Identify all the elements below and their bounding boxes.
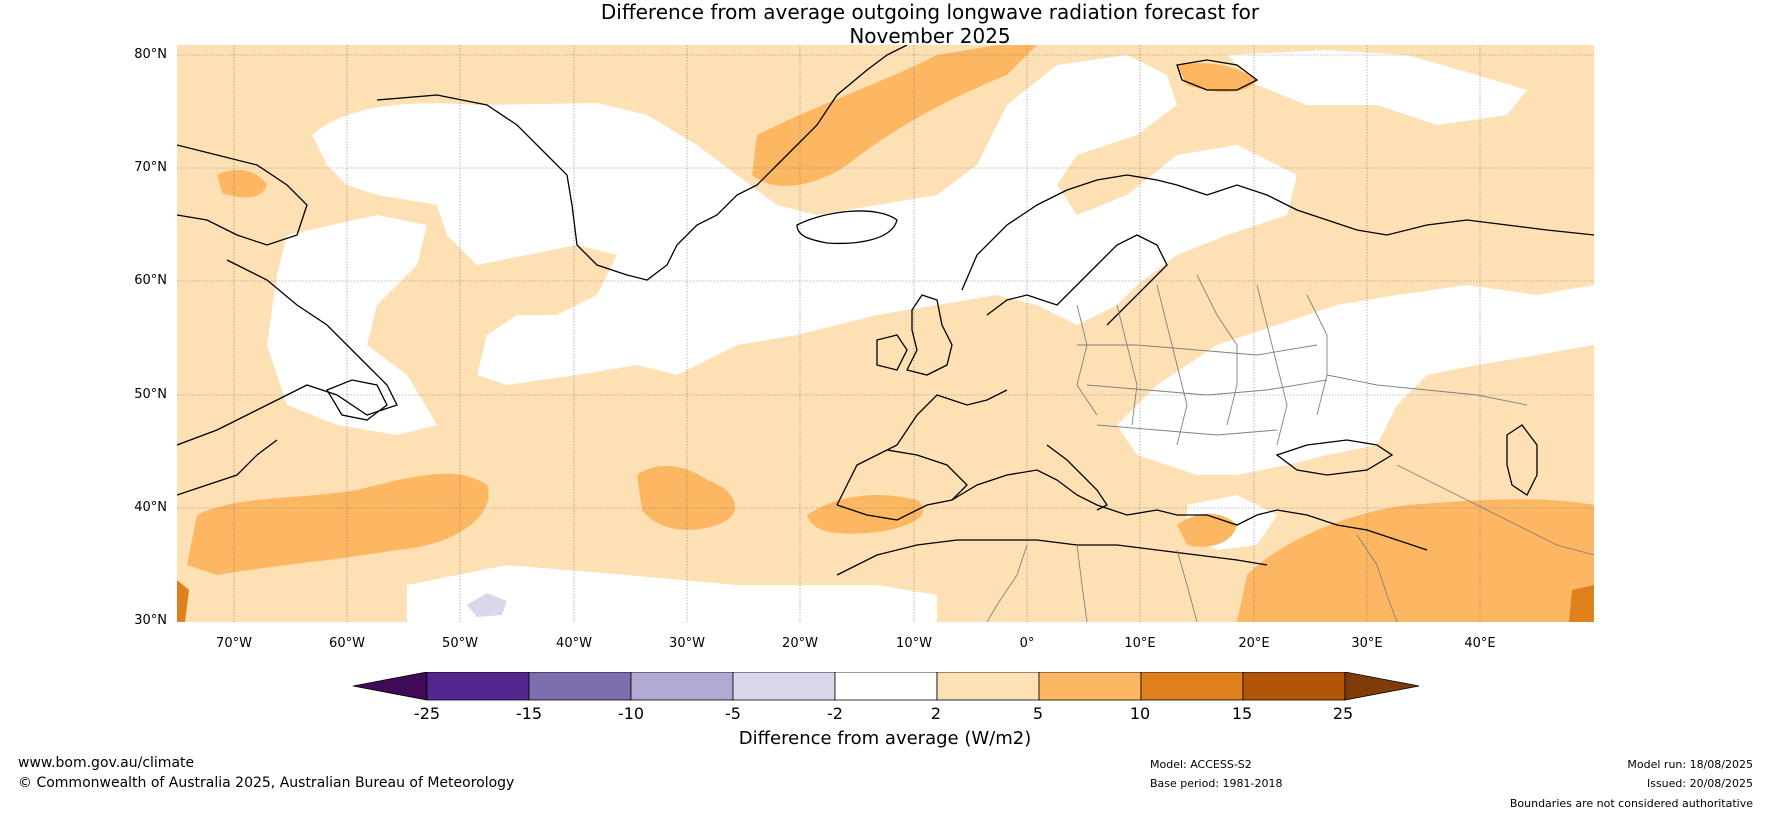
issued-text: Issued: 20/08/2025 — [1646, 777, 1753, 790]
coast-mediterranean — [951, 469, 1428, 551]
coast-europe-west — [836, 389, 1008, 506]
colorbar-segment — [1140, 672, 1244, 701]
website-link[interactable]: www.bom.gov.au/climate — [18, 755, 195, 771]
coastlines — [177, 45, 1594, 576]
lat-tick-70n: 70°N — [134, 160, 167, 175]
positive-anomaly-mid-atlantic — [637, 465, 736, 530]
coast-uk — [906, 294, 953, 376]
colorbar-tick-15: 15 — [1231, 704, 1253, 723]
lon-tick-30e: 30°E — [1351, 636, 1383, 651]
colorbar-extend-low — [352, 672, 428, 701]
lat-tick-80n: 80°N — [134, 47, 167, 62]
positive-anomaly-greece — [1177, 513, 1237, 547]
colorbar-tick-minus25: -25 — [413, 704, 441, 723]
colorbar — [352, 672, 1420, 701]
copyright-text: © Commonwealth of Australia 2025, Austra… — [18, 775, 515, 791]
coast-caspian — [1506, 424, 1538, 496]
graticule — [177, 45, 1594, 622]
coast-svalbard — [1176, 59, 1259, 91]
neutral-region-southwest — [407, 565, 937, 622]
coast-baffin — [177, 144, 308, 246]
neutral-region-arctic-east — [1227, 50, 1527, 125]
colorbar-tick-10: 10 — [1129, 704, 1151, 723]
coast-north-africa — [836, 539, 1268, 576]
lon-tick-10e: 10°E — [1124, 636, 1156, 651]
model-text: Model: ACCESS-S2 — [1150, 758, 1252, 771]
lon-tick-20w: 20°W — [782, 636, 818, 651]
colorbar-tick-minus10: -10 — [617, 704, 645, 723]
lon-tick-40w: 40°W — [556, 636, 592, 651]
positive-anomaly-svalbard — [1177, 63, 1257, 92]
lon-tick-40e: 40°E — [1464, 636, 1496, 651]
coast-iceland — [796, 210, 898, 245]
colorbar-segment — [528, 672, 632, 701]
coast-scandinavia-south — [986, 234, 1168, 326]
disclaimer-text: Boundaries are not considered authoritat… — [1509, 797, 1753, 810]
negative-anomaly-patch — [467, 593, 507, 617]
coast-newfoundland — [326, 379, 388, 421]
country-borders — [986, 274, 1594, 622]
lon-tick-30w: 30°W — [669, 636, 705, 651]
model-run-text: Model run: 18/08/2025 — [1627, 758, 1753, 771]
colorbar-tick-2: 2 — [930, 704, 942, 723]
positive-anomaly-middle-east — [1237, 499, 1594, 622]
lon-tick-20e: 20°E — [1238, 636, 1270, 651]
positive-anomaly-greenland-east — [752, 45, 1037, 186]
colorbar-segment — [834, 672, 938, 701]
colorbar-segment — [936, 672, 1040, 701]
coast-us-east — [177, 439, 278, 496]
map-panel — [177, 45, 1594, 622]
lon-tick-60w: 60°W — [329, 636, 365, 651]
colorbar-tick-25: 25 — [1332, 704, 1354, 723]
base-period-text: Base period: 1981-2018 — [1150, 777, 1283, 790]
chart-title: Difference from average outgoing longwav… — [0, 0, 1770, 48]
colorbar-title: Difference from average (W/m2) — [738, 728, 1032, 749]
coast-italy — [1046, 444, 1108, 511]
strong-anomaly-iraq — [1569, 585, 1594, 622]
colorbar-segment — [630, 672, 734, 701]
positive-anomaly-baffin — [217, 169, 267, 198]
neutral-region-labrador — [267, 215, 437, 435]
coast-labrador — [177, 259, 398, 446]
neutral-region-europe — [1117, 285, 1594, 475]
coast-ireland — [876, 334, 908, 371]
lon-tick-0: 0° — [1019, 636, 1035, 651]
colorbar-tick-minus5: -5 — [725, 704, 741, 723]
anomaly-map — [177, 45, 1594, 622]
colorbar-segment — [1242, 672, 1346, 701]
colorbar-tick-minus2: -2 — [827, 704, 843, 723]
coast-greenland — [376, 45, 908, 281]
lon-tick-70w: 70°W — [216, 636, 252, 651]
colorbar-segment — [1038, 672, 1142, 701]
colorbar-segment — [426, 672, 530, 701]
lat-tick-60n: 60°N — [134, 273, 167, 288]
colorbar-extend-high — [1344, 672, 1420, 701]
positive-anomaly-central-atlantic — [187, 473, 489, 575]
title-line-1: Difference from average outgoing longwav… — [600, 0, 1260, 24]
lat-tick-30n: 30°N — [134, 613, 167, 628]
lon-tick-10w: 10°W — [896, 636, 932, 651]
lat-tick-50n: 50°N — [134, 387, 167, 402]
coast-finland-russia — [1206, 184, 1594, 236]
colorbar-segment — [732, 672, 836, 701]
strong-anomaly-labrador-sea — [177, 580, 189, 622]
lon-tick-50w: 50°W — [442, 636, 478, 651]
title-line-2: November 2025 — [849, 24, 1011, 48]
coast-black-sea — [1275, 439, 1394, 476]
colorbar-tick-5: 5 — [1032, 704, 1044, 723]
coast-norway — [961, 174, 1208, 291]
colorbar-tick-minus15: -15 — [515, 704, 543, 723]
lat-tick-40n: 40°N — [134, 500, 167, 515]
